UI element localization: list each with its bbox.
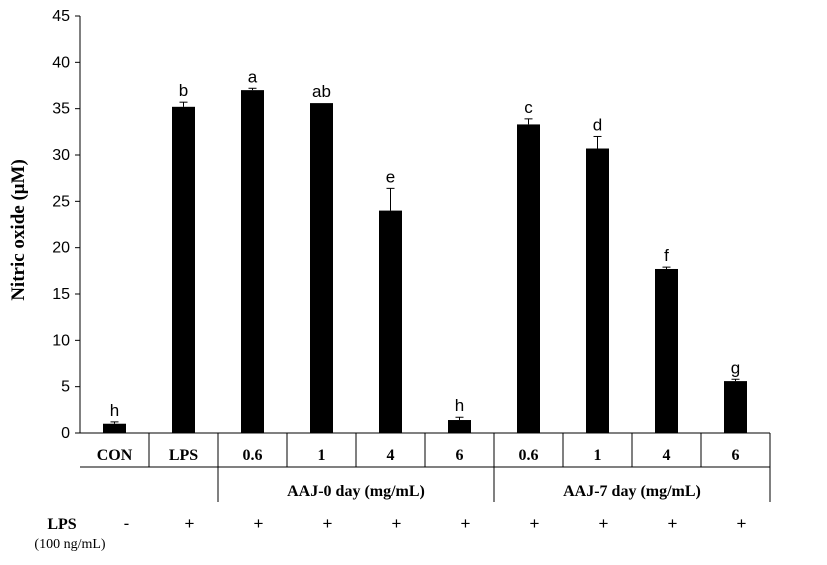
category-label: 1 bbox=[594, 447, 602, 464]
bar bbox=[310, 103, 333, 434]
y-tick-label: 20 bbox=[52, 240, 70, 257]
bar bbox=[724, 381, 747, 433]
bar bbox=[172, 106, 195, 434]
category-label: 4 bbox=[663, 447, 671, 464]
significance-label: a bbox=[248, 67, 258, 86]
significance-label: ab bbox=[312, 82, 331, 101]
y-tick-label: 30 bbox=[52, 147, 70, 164]
group-label: AAJ-0 day (mg/mL) bbox=[287, 483, 425, 500]
bar bbox=[379, 210, 402, 433]
treatment-mark: + bbox=[392, 514, 402, 533]
category-label: 4 bbox=[387, 447, 395, 464]
bar bbox=[103, 423, 126, 433]
category-label: 1 bbox=[318, 447, 326, 464]
bar bbox=[586, 148, 609, 433]
y-tick-label: 0 bbox=[61, 425, 70, 442]
y-tick-label: 25 bbox=[52, 193, 70, 210]
y-tick-label: 35 bbox=[52, 101, 70, 118]
y-tick-label: 10 bbox=[52, 332, 70, 349]
category-label: LPS bbox=[169, 447, 198, 464]
treatment-mark: + bbox=[254, 514, 264, 533]
bar bbox=[655, 268, 678, 433]
significance-label: c bbox=[524, 98, 533, 117]
labels: 0 5 10 15 20 25 30 35 40 45 h CON b LPS a 0.6 ab 1 e 4 h 6 c 0.… bbox=[34, 8, 746, 552]
bar bbox=[448, 420, 471, 433]
y-tick-label: 45 bbox=[52, 8, 70, 25]
category-label: 0.6 bbox=[519, 447, 539, 464]
significance-label: f bbox=[664, 246, 669, 265]
y-tick-label: 40 bbox=[52, 54, 70, 71]
treatment-mark: + bbox=[461, 514, 471, 533]
significance-label: e bbox=[386, 167, 395, 186]
category-label: 6 bbox=[732, 447, 740, 464]
bars bbox=[103, 87, 747, 434]
category-label: CON bbox=[97, 447, 133, 464]
significance-label: d bbox=[593, 115, 602, 134]
bar bbox=[241, 90, 264, 433]
significance-label: b bbox=[179, 81, 188, 100]
treatment-row-label: LPS bbox=[47, 516, 76, 533]
treatment-mark: + bbox=[323, 514, 333, 533]
y-tick-label: 5 bbox=[61, 379, 70, 396]
treatment-mark: + bbox=[668, 514, 678, 533]
bar bbox=[517, 124, 540, 434]
treatment-mark: - bbox=[124, 514, 130, 533]
treatment-row-sublabel: (100 ng/mL) bbox=[34, 537, 105, 552]
y-tick-label: 15 bbox=[52, 286, 70, 303]
treatment-mark: + bbox=[185, 514, 195, 533]
significance-label: g bbox=[731, 358, 740, 377]
treatment-mark: + bbox=[737, 514, 747, 533]
category-label: 6 bbox=[456, 447, 464, 464]
significance-label: h bbox=[455, 396, 464, 415]
y-axis-label: Nitric oxide (μM) bbox=[8, 159, 29, 301]
treatment-mark: + bbox=[530, 514, 540, 533]
significance-label: h bbox=[110, 401, 119, 420]
group-label: AAJ-7 day (mg/mL) bbox=[563, 483, 701, 500]
treatment-mark: + bbox=[599, 514, 609, 533]
category-label: 0.6 bbox=[243, 447, 263, 464]
